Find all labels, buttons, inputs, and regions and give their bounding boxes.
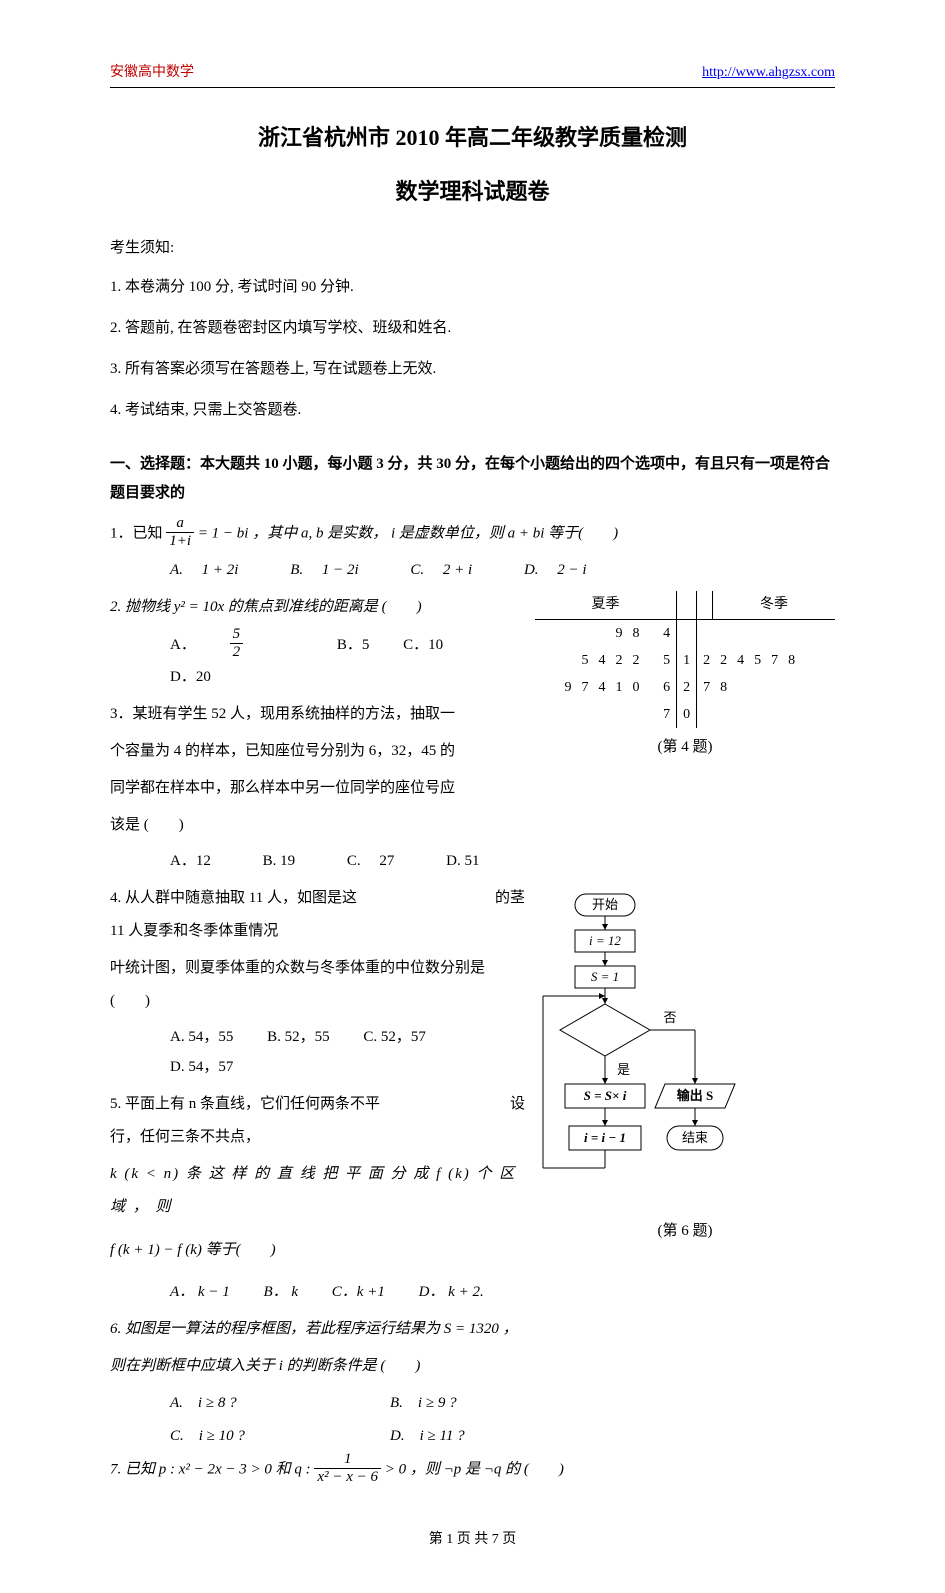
- flowchart-svg: 开始 i = 12 S = 1 否 是: [535, 892, 755, 1212]
- q3-options: A．12 B. 19 C. 27 D. 51: [110, 846, 835, 876]
- stem-leaf-plot: 夏季 冬季 98 4 5422 5 1: [535, 591, 835, 728]
- q6-line2: 则在判断框中应填入关于 i 的判断条件是 ( ): [110, 1350, 525, 1383]
- stem-leaf-row-3: 7 0: [535, 701, 835, 728]
- question-7: 7. 已知 p : x² − 2x − 3 > 0 和 q : 1 x² − x…: [110, 1453, 835, 1487]
- q5-options: A． k − 1 B． k C．k +1 D． k + 2.: [110, 1277, 525, 1307]
- svg-text:结束: 结束: [682, 1130, 708, 1145]
- page-number: 第 1 页 共 7 页: [110, 1527, 835, 1552]
- q6-options: A. i ≥ 8 ? B. i ≥ 9 ? C. i ≥ 10 ? D. i ≥…: [110, 1387, 525, 1453]
- q2-opt-c: C．10: [403, 630, 443, 660]
- q6-opt-b: B. i ≥ 9 ?: [390, 1387, 457, 1420]
- q7-frac-num: 1: [314, 1451, 381, 1469]
- svg-text:是: 是: [617, 1062, 630, 1077]
- q2-options: A． 5 2 B．5 C．10 D．20: [110, 628, 525, 692]
- q7-pre: 7. 已知 p : x² − 2x − 3 > 0 和 q :: [110, 1462, 314, 1478]
- svg-text:S = 1: S = 1: [591, 969, 619, 984]
- q3-opt-b: B. 19: [263, 846, 296, 876]
- stem-leaf-row-1: 5422 5 1 224578: [535, 647, 835, 674]
- svg-text:S = S× i: S = S× i: [584, 1088, 627, 1103]
- q6-line1: 6. 如图是一算法的程序框图，若此程序运行结果为 S = 1320 ，: [110, 1313, 525, 1346]
- q3-line4: 该是 ( ): [110, 809, 525, 842]
- q1-opt-a: A. 1 + 2i: [170, 555, 238, 585]
- q1-opt-b: B. 1 − 2i: [290, 555, 358, 585]
- svg-text:开始: 开始: [592, 897, 618, 912]
- q7-post: > 0 ，则 ¬p 是 ¬q 的 ( ): [385, 1462, 564, 1478]
- svg-text:i = 12: i = 12: [589, 933, 621, 948]
- svg-text:否: 否: [663, 1010, 676, 1025]
- q2-opt-d: D．20: [170, 662, 211, 692]
- header-url[interactable]: http://www.ahgzsx.com: [702, 60, 835, 85]
- q1-pre: 1．已知: [110, 526, 166, 542]
- q3-opt-d: D. 51: [446, 846, 479, 876]
- q4-line1: 4. 从人群中随意抽取 11 人，如图是这 11 人夏季和冬季体重情况 的茎: [110, 882, 525, 948]
- q5-line1: 5. 平面上有 n 条直线，它们任何两条不平行，任何三条不共点， 设: [110, 1088, 525, 1154]
- stem-leaf-row-0: 98 4: [535, 619, 835, 647]
- q5-opt-a: A． k − 1: [170, 1277, 230, 1307]
- flowchart-figure: 开始 i = 12 S = 1 否 是: [535, 892, 835, 1453]
- stem-leaf-head-right: 冬季: [713, 591, 835, 619]
- q3-line3: 同学都在样本中，那么样本中另一位同学的座位号应: [110, 772, 525, 805]
- q6-opt-c: C. i ≥ 10 ?: [170, 1420, 390, 1453]
- q7-frac-den: x² − x − 6: [314, 1469, 381, 1486]
- stem-leaf-table: 夏季 冬季 98 4 5422 5 1: [535, 591, 835, 728]
- title-line-1: 浙江省杭州市 2010 年高二年级教学质量检测: [110, 118, 835, 158]
- q1-mid: = 1 − bi ，其中 a, b 是实数， i 是虚数单位，则 a + bi …: [198, 526, 618, 542]
- stem-leaf-figure: 夏季 冬季 98 4 5422 5 1: [535, 591, 835, 846]
- stem-leaf-caption: (第 4 题): [535, 734, 835, 761]
- q7-fraction: 1 x² − x − 6: [314, 1451, 381, 1485]
- q5-opt-c: C．k +1: [332, 1277, 385, 1307]
- notice-3: 3. 所有答案必须写在答题卷上, 写在试题卷上无效.: [110, 356, 835, 383]
- q2-opt-b: B．5: [337, 630, 370, 660]
- notice-head: 考生须知:: [110, 235, 835, 262]
- q5-opt-d: D． k + 2.: [419, 1277, 484, 1307]
- q2-opt-a-frac: 5 2: [230, 626, 274, 660]
- q1-frac-num: a: [166, 515, 194, 533]
- q6-opt-a: A. i ≥ 8 ?: [170, 1387, 390, 1420]
- q4-opt-d: D. 54，57: [170, 1052, 233, 1082]
- q4-line2: 叶统计图，则夏季体重的众数与冬季体重的中位数分别是 ( ): [110, 952, 525, 1018]
- q2-q3-block: 2. 抛物线 y² = 10x 的焦点到准线的距离是 ( ) A． 5 2 B．…: [110, 591, 835, 846]
- stem-leaf-row-2: 97410 6 2 78: [535, 674, 835, 701]
- q2-opt-a: A． 5 2: [170, 628, 303, 662]
- question-1: 1．已知 a 1+i = 1 − bi ，其中 a, b 是实数， i 是虚数单…: [110, 517, 835, 551]
- svg-text:i = i − 1: i = i − 1: [584, 1130, 626, 1145]
- q4-q6-block: 4. 从人群中随意抽取 11 人，如图是这 11 人夏季和冬季体重情况 的茎 叶…: [110, 882, 835, 1453]
- q3-line2: 个容量为 4 的样本，已知座位号分别为 6，32，45 的: [110, 735, 525, 768]
- q6-opt-d: D. i ≥ 11 ?: [390, 1420, 465, 1453]
- notice-1: 1. 本卷满分 100 分, 考试时间 90 分钟.: [110, 274, 835, 301]
- q3-opt-a: A．12: [170, 846, 211, 876]
- title-line-2: 数学理科试题卷: [110, 172, 835, 212]
- q5-line2: k (k < n) 条 这 样 的 直 线 把 平 面 分 成 f (k) 个 …: [110, 1158, 525, 1224]
- q3-opt-c: C. 27: [347, 846, 395, 876]
- section-1-head: 一、选择题：本大题共 10 小题，每小题 3 分，共 30 分，在每个小题给出的…: [110, 450, 835, 507]
- q4-options: A. 54，55 B. 52，55 C. 52，57 D. 54，57: [110, 1022, 525, 1082]
- q4-q6-left: 4. 从人群中随意抽取 11 人，如图是这 11 人夏季和冬季体重情况 的茎 叶…: [110, 882, 525, 1453]
- q5-line3: f (k + 1) − f (k) 等于( ): [110, 1234, 525, 1267]
- q5-opt-b: B． k: [263, 1277, 298, 1307]
- q4-opt-b: B. 52，55: [267, 1022, 330, 1052]
- q4-opt-a: A. 54，55: [170, 1022, 233, 1052]
- q4-opt-c: C. 52，57: [363, 1022, 426, 1052]
- header-source: 安徽高中数学: [110, 60, 194, 85]
- page: 安徽高中数学 http://www.ahgzsx.com 浙江省杭州市 2010…: [0, 0, 945, 1593]
- notice-2: 2. 答题前, 在答题卷密封区内填写学校、班级和姓名.: [110, 315, 835, 342]
- q1-opt-c: C. 2 + i: [410, 555, 472, 585]
- q1-fraction: a 1+i: [166, 515, 194, 549]
- q1-opt-d: D. 2 − i: [524, 555, 587, 585]
- q2-q3-left: 2. 抛物线 y² = 10x 的焦点到准线的距离是 ( ) A． 5 2 B．…: [110, 591, 525, 846]
- stem-leaf-head-row: 夏季 冬季: [535, 591, 835, 619]
- stem-leaf-head-left: 夏季: [535, 591, 677, 619]
- q1-options: A. 1 + 2i B. 1 − 2i C. 2 + i D. 2 − i: [110, 555, 835, 585]
- svg-text:输出 S: 输出 S: [677, 1088, 713, 1103]
- notice-4: 4. 考试结束, 只需上交答题卷.: [110, 397, 835, 424]
- question-2: 2. 抛物线 y² = 10x 的焦点到准线的距离是 ( ): [110, 591, 525, 624]
- q1-frac-den: 1+i: [166, 533, 194, 550]
- q3-line1: 3．某班有学生 52 人，现用系统抽样的方法，抽取一: [110, 698, 525, 731]
- page-header: 安徽高中数学 http://www.ahgzsx.com: [110, 60, 835, 88]
- flowchart-caption: (第 6 题): [535, 1218, 835, 1245]
